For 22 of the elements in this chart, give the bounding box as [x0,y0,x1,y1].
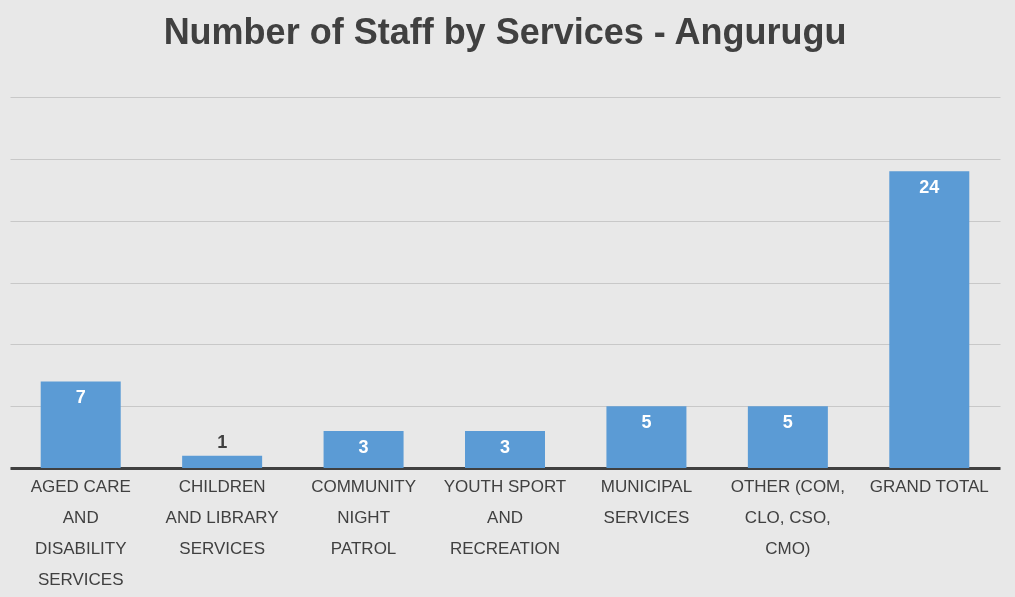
bar [606,406,687,468]
chart-title: Number of Staff by Services - Angurugu [163,11,847,52]
data-label: 3 [358,436,369,457]
bar [747,406,828,468]
data-label: 1 [217,431,228,452]
data-label: 5 [782,412,793,433]
x-tick-label: GRAND TOTAL [869,476,989,496]
x-tick-label: CHILDREN AND LIBRARY SERVICES [165,476,279,558]
x-tick-label: MUNICIPAL SERVICES [600,476,693,527]
x-tick-label: OTHER (COM, CLO, CSO, CMO) [730,476,845,558]
bar [889,171,970,468]
x-tick-label: AGED CARE AND DISABILITY SERVICES [30,476,131,589]
bar [40,381,121,468]
bar [182,455,263,468]
data-label: 7 [75,387,86,408]
bar [465,430,545,468]
data-label: 5 [641,412,652,433]
x-tick-label: YOUTH SPORT AND RECREATION [443,476,567,558]
data-label: 3 [499,436,511,457]
data-label: 24 [919,177,940,198]
bar [323,430,404,468]
x-tick-label: COMMUNITY NIGHT PATROL [311,476,416,558]
